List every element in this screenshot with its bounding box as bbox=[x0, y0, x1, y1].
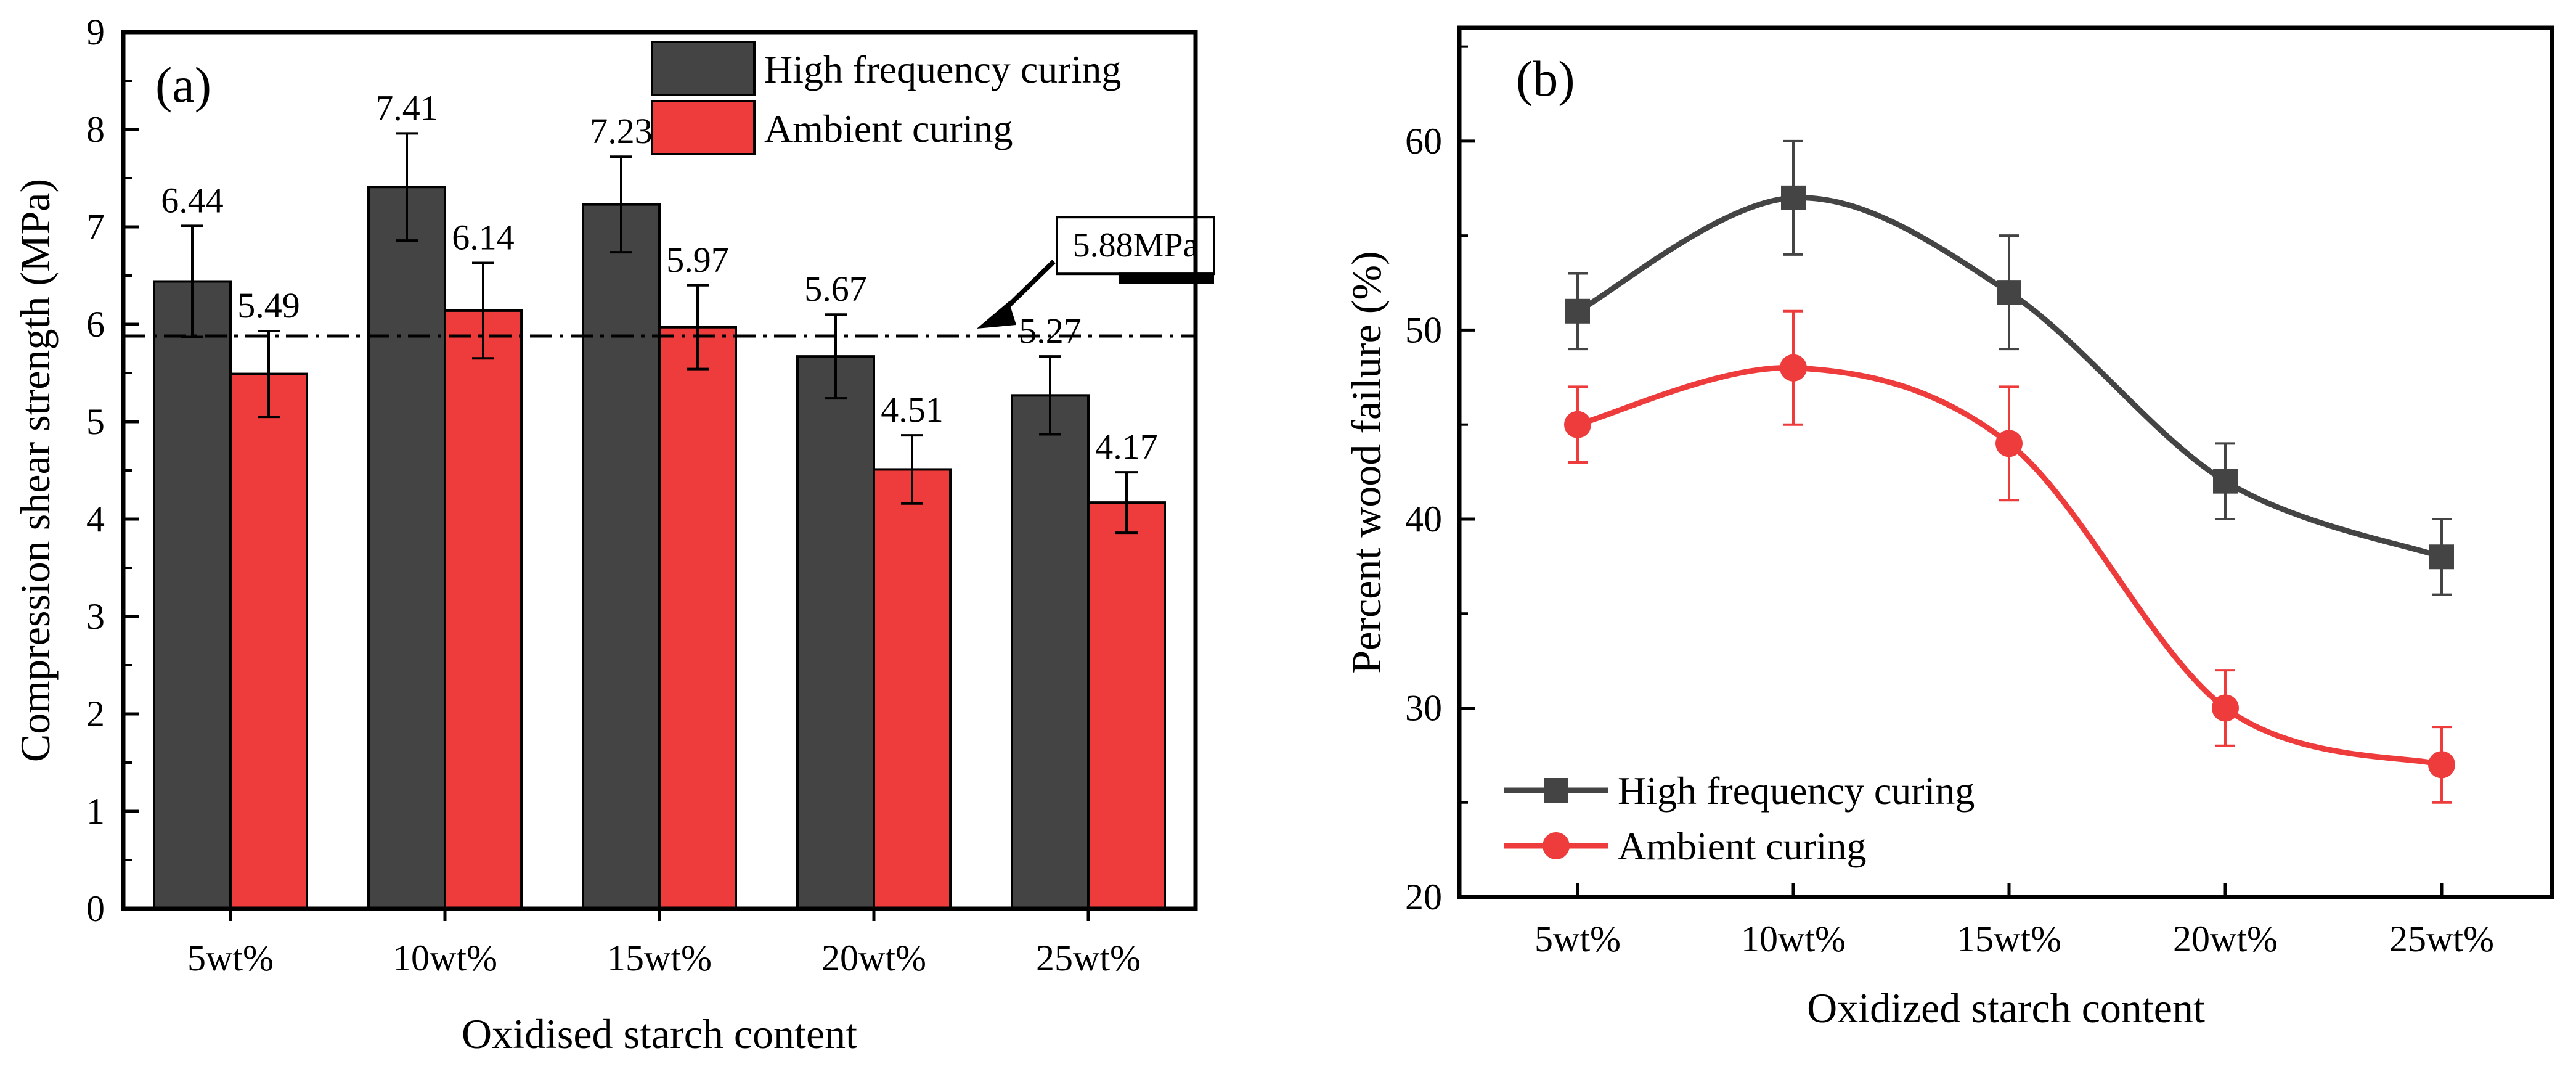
y-tick-label: 0 bbox=[86, 888, 105, 929]
data-label-ambient-25wt: 4.17 bbox=[1095, 427, 1158, 467]
data-label-ambient-10wt: 6.14 bbox=[452, 217, 515, 257]
legend-swatch-ambient bbox=[651, 100, 756, 155]
legend-swatch-high-frequency bbox=[651, 41, 756, 96]
panel-a-legend: High frequency curing Ambient curing bbox=[651, 41, 1121, 155]
legend-label-ambient-b: Ambient curing bbox=[1618, 824, 1866, 868]
x-tick-label-25wt: 25wt% bbox=[2389, 919, 2494, 959]
data-label-ambient-20wt: 4.51 bbox=[881, 390, 944, 430]
bar-high-frequency-15wt bbox=[582, 203, 661, 910]
reference-annotation-arrowhead bbox=[977, 301, 1016, 329]
marker-high-frequency-20wt bbox=[2213, 469, 2238, 494]
panel-a-bars bbox=[153, 186, 1166, 911]
bar-ambient-10wt bbox=[444, 309, 523, 910]
panel-a: 5.88MPa 6.44 7.41 7.23 5.67 5.27 5.49 6.14 5.97… bbox=[12, 12, 1215, 1057]
data-label-ambient-15wt: 5.97 bbox=[666, 240, 729, 280]
data-label-high-frequency-5wt: 6.44 bbox=[161, 180, 224, 220]
panel-b-error-bars bbox=[1568, 139, 2452, 804]
y-tick-label: 4 bbox=[86, 499, 105, 539]
y-tick-label: 30 bbox=[1405, 687, 1442, 728]
y-tick-label: 8 bbox=[86, 109, 105, 150]
panel-a-data-labels: 6.44 7.41 7.23 5.67 5.27 5.49 6.14 5.97 4.51 4.17 bbox=[161, 88, 1158, 467]
panel-a-label: (a) bbox=[155, 57, 211, 113]
bar-ambient-25wt bbox=[1087, 501, 1166, 910]
x-tick-label-25wt: 25wt% bbox=[1036, 938, 1141, 978]
marker-high-frequency-10wt bbox=[1781, 185, 1806, 210]
y-tick-label: 60 bbox=[1405, 121, 1442, 162]
marker-ambient-25wt bbox=[2428, 751, 2455, 779]
panel-a-y-axis-label: Compression shear strength (MPa) bbox=[12, 179, 59, 762]
y-tick-label: 7 bbox=[86, 207, 105, 247]
legend-label-high-frequency: High frequency curing bbox=[764, 47, 1121, 91]
data-label-high-frequency-15wt: 7.23 bbox=[590, 111, 653, 151]
data-label-high-frequency-20wt: 5.67 bbox=[804, 269, 867, 309]
x-tick-label-20wt: 20wt% bbox=[2173, 919, 2278, 959]
panel-a-x-axis-label: Oxidised starch content bbox=[462, 1010, 857, 1057]
legend-label-ambient: Ambient curing bbox=[764, 107, 1013, 150]
panel-b-markers bbox=[1564, 185, 2455, 779]
y-tick-label: 6 bbox=[86, 304, 105, 345]
bar-high-frequency-10wt bbox=[367, 186, 446, 911]
panel-a-x-ticks: 5wt% 10wt% 15wt% 20wt% 25wt% bbox=[187, 909, 1141, 978]
bar-high-frequency-25wt bbox=[1011, 394, 1090, 910]
marker-ambient-20wt bbox=[2212, 694, 2239, 722]
panel-a-error-bars bbox=[181, 132, 1138, 534]
x-tick-label-15wt: 15wt% bbox=[1957, 919, 2061, 959]
bar-ambient-15wt bbox=[658, 326, 737, 910]
y-tick-label: 40 bbox=[1405, 499, 1442, 539]
x-tick-label-10wt: 10wt% bbox=[393, 938, 497, 978]
panel-b-legend: High frequency curing Ambient curing bbox=[1504, 769, 1975, 868]
marker-ambient-10wt bbox=[1780, 354, 1807, 382]
y-tick-label: 3 bbox=[86, 596, 105, 637]
marker-high-frequency-15wt bbox=[1997, 280, 2021, 305]
data-label-high-frequency-25wt: 5.27 bbox=[1019, 311, 1082, 351]
y-tick-label: 1 bbox=[86, 791, 105, 832]
bar-ambient-20wt bbox=[873, 468, 952, 910]
x-tick-label-5wt: 5wt% bbox=[1535, 919, 1621, 959]
reference-annotation-shadow bbox=[1119, 272, 1214, 284]
y-tick-label: 5 bbox=[86, 401, 105, 442]
x-tick-label-10wt: 10wt% bbox=[1741, 919, 1846, 959]
legend-label-high-frequency-b: High frequency curing bbox=[1618, 769, 1975, 813]
panel-b-y-axis-label: Percent wood failure (%) bbox=[1343, 251, 1390, 673]
x-tick-label-15wt: 15wt% bbox=[607, 938, 712, 978]
y-tick-label: 20 bbox=[1405, 877, 1442, 917]
legend-marker-circle bbox=[1543, 832, 1570, 859]
legend-marker-square bbox=[1544, 778, 1568, 803]
panel-b-frame bbox=[1457, 25, 2554, 899]
marker-high-frequency-5wt bbox=[1565, 298, 1590, 324]
bar-high-frequency-5wt bbox=[153, 280, 232, 911]
x-tick-label-5wt: 5wt% bbox=[187, 938, 274, 978]
panel-a-reference-line: 5.88MPa bbox=[123, 216, 1215, 338]
panel-a-y-ticks: 0 1 2 3 4 5 6 7 8 9 bbox=[86, 12, 139, 929]
panel-b-x-ticks: 5wt% 10wt% 15wt% 20wt% 25wt% bbox=[1535, 883, 2494, 959]
panel-b-y-ticks: 20 30 40 50 60 bbox=[1405, 45, 1475, 917]
data-label-high-frequency-10wt: 7.41 bbox=[375, 88, 438, 128]
marker-high-frequency-25wt bbox=[2429, 544, 2454, 570]
data-label-ambient-5wt: 5.49 bbox=[237, 285, 300, 326]
marker-ambient-5wt bbox=[1564, 411, 1591, 438]
x-tick-label-20wt: 20wt% bbox=[821, 938, 926, 978]
bar-ambient-5wt bbox=[229, 372, 308, 910]
marker-ambient-15wt bbox=[1995, 430, 2023, 457]
y-tick-label: 9 bbox=[86, 12, 105, 52]
reference-annotation-label: 5.88MPa bbox=[1073, 226, 1199, 264]
bar-high-frequency-20wt bbox=[796, 355, 875, 910]
y-tick-label: 2 bbox=[86, 694, 105, 734]
panel-b-x-axis-label: Oxidized starch content bbox=[1807, 985, 2205, 1031]
y-tick-label: 50 bbox=[1405, 309, 1442, 350]
panel-b-label: (b) bbox=[1516, 51, 1575, 107]
